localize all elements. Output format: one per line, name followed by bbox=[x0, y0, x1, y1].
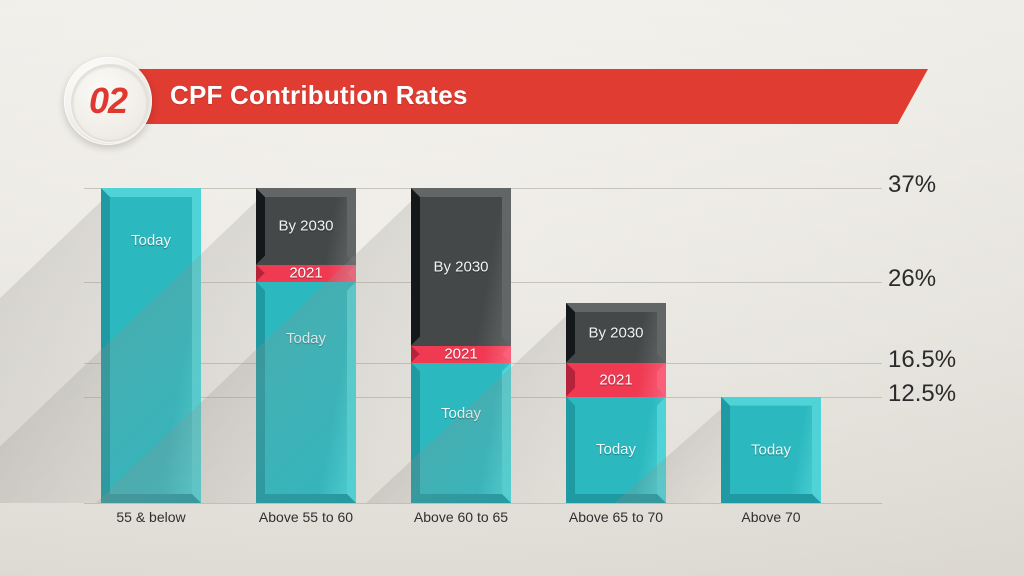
segment-bevel-bottom bbox=[101, 494, 201, 503]
y-axis-tick-label: 37% bbox=[888, 171, 937, 198]
x-axis-category-label: Above 55 to 60 bbox=[258, 509, 354, 525]
segment-bevel-right bbox=[192, 188, 201, 503]
badge-ring bbox=[71, 64, 149, 142]
bar-segment-y2021[interactable]: 2021 bbox=[256, 264, 356, 282]
segment-bevel-right bbox=[347, 265, 356, 282]
segment-face bbox=[256, 188, 356, 265]
segment-label-today: Today bbox=[595, 441, 637, 459]
segment-bevel-right bbox=[812, 397, 821, 503]
bar-column[interactable]: By 2030 2021 Today bbox=[256, 188, 356, 503]
bar-segment-y2021[interactable]: 2021 bbox=[411, 345, 511, 363]
segment-bevel-left bbox=[566, 303, 575, 363]
segment-bevel-left bbox=[411, 188, 420, 346]
bar-segment-by2030[interactable]: By 2030 bbox=[566, 302, 666, 363]
segment-bevel-bottom bbox=[256, 494, 356, 503]
bar-column[interactable]: By 2030 2021 Today bbox=[566, 302, 666, 503]
segment-label-by2030: By 2030 bbox=[588, 324, 644, 342]
segment-face bbox=[566, 362, 666, 397]
bar-segment-by2030[interactable]: By 2030 bbox=[256, 188, 356, 265]
x-axis-category-label: Above 60 to 65 bbox=[413, 509, 509, 525]
x-axis-category-label: Above 70 bbox=[741, 509, 801, 525]
segment-label-today: Today bbox=[130, 232, 172, 250]
bar-segment-y2021[interactable]: 2021 bbox=[566, 362, 666, 397]
segment-bevel-right bbox=[502, 346, 511, 363]
bar-segment-today[interactable]: Today bbox=[101, 188, 201, 503]
bar-shadow bbox=[0, 188, 115, 503]
x-axis-category-label: 55 & below bbox=[116, 509, 186, 525]
segment-label-today: Today bbox=[440, 404, 482, 422]
title-banner: CPF Contribution Rates bbox=[108, 69, 928, 124]
segment-bevel-left bbox=[566, 397, 575, 503]
segment-bevel-left bbox=[256, 188, 265, 265]
segment-face bbox=[411, 362, 511, 503]
segment-label-y2021: 2021 bbox=[599, 371, 633, 389]
bar-segment-today[interactable]: Today bbox=[256, 281, 356, 503]
segment-bevel-left bbox=[566, 363, 575, 397]
segment-face bbox=[721, 396, 821, 503]
segment-face bbox=[566, 302, 666, 363]
segment-bevel-top bbox=[566, 303, 666, 312]
segment-bevel-left bbox=[256, 282, 265, 503]
bar-segment-today[interactable]: Today bbox=[411, 362, 511, 503]
bar-column[interactable]: By 2030 2021 Today bbox=[411, 188, 511, 503]
segment-face bbox=[256, 281, 356, 503]
axis-baseline bbox=[84, 503, 882, 504]
segment-label-y2021: 2021 bbox=[444, 345, 478, 363]
section-number-badge: 02 bbox=[64, 57, 152, 145]
segment-bevel-right bbox=[657, 303, 666, 363]
segment-label-by2030: By 2030 bbox=[278, 217, 334, 235]
segment-bevel-right bbox=[502, 363, 511, 503]
segment-bevel-top bbox=[256, 188, 356, 197]
segment-face bbox=[256, 264, 356, 282]
segment-bevel-left bbox=[256, 265, 265, 282]
segment-label-today: Today bbox=[750, 441, 792, 459]
segment-bevel-top bbox=[721, 397, 821, 406]
segment-bevel-right bbox=[502, 188, 511, 346]
bar-column[interactable]: Today bbox=[721, 396, 821, 503]
page-title: CPF Contribution Rates bbox=[170, 80, 468, 110]
segment-label-today: Today bbox=[285, 330, 327, 348]
segment-bevel-top bbox=[411, 188, 511, 197]
slide-header: CPF Contribution Rates 02 bbox=[0, 0, 1024, 160]
segment-bevel-left bbox=[411, 363, 420, 503]
segment-bevel-bottom bbox=[721, 494, 821, 503]
bar-segment-today[interactable]: Today bbox=[721, 396, 821, 503]
y-axis-tick-label: 12.5% bbox=[888, 379, 957, 407]
segment-bevel-left bbox=[721, 397, 730, 503]
x-axis-category-label: Above 65 to 70 bbox=[568, 509, 664, 525]
segment-face bbox=[566, 396, 666, 503]
bar-segment-by2030[interactable]: By 2030 bbox=[411, 188, 511, 346]
segment-label-y2021: 2021 bbox=[289, 264, 323, 282]
bar-column[interactable]: Today bbox=[101, 188, 201, 503]
segment-face bbox=[101, 188, 201, 503]
segment-face bbox=[411, 188, 511, 346]
segment-bevel-top bbox=[101, 188, 201, 197]
badge-number-label: 02 bbox=[88, 80, 128, 121]
segment-bevel-bottom bbox=[566, 494, 666, 503]
y-axis-tick-label: 16.5% bbox=[888, 345, 957, 373]
segment-face bbox=[411, 345, 511, 363]
segment-bevel-right bbox=[657, 397, 666, 503]
segment-bevel-left bbox=[101, 188, 110, 503]
segment-bevel-bottom bbox=[411, 494, 511, 503]
segment-bevel-right bbox=[347, 282, 356, 503]
y-axis-tick-label: 26% bbox=[888, 264, 937, 292]
segment-bevel-right bbox=[657, 363, 666, 397]
segment-label-by2030: By 2030 bbox=[433, 258, 489, 276]
bar-segment-today[interactable]: Today bbox=[566, 396, 666, 503]
segment-bevel-left bbox=[411, 346, 420, 363]
segment-bevel-right bbox=[347, 188, 356, 265]
